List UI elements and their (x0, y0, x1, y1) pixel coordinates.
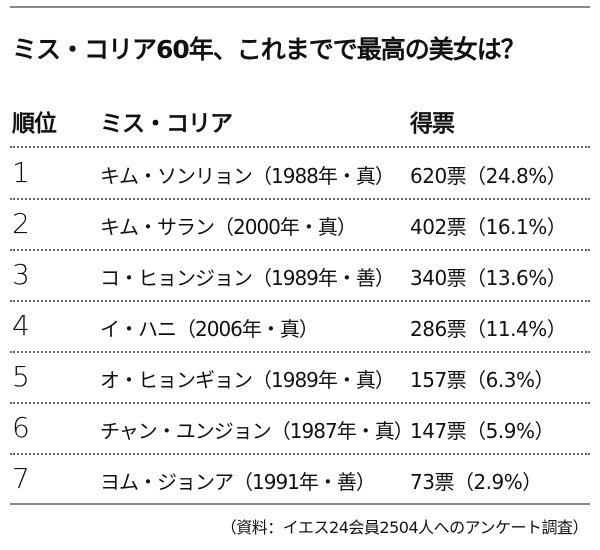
table-row: 3 コ・ヒョンジョン（1989年・善） 340票（13.6%） (0, 250, 600, 301)
name-cell: ヨム・ジョンア（1991年・善） (100, 470, 376, 494)
table-row: 2 キム・サラン（2000年・真） 402票（16.1%） (0, 199, 600, 250)
table-row: 6 チャン・ユンジョン（1987年・真） 147票（5.9%） (0, 403, 600, 454)
rank-cell: 2 (12, 207, 30, 240)
rank-cell: 1 (12, 156, 30, 189)
table-row: 4 イ・ハニ（2006年・真） 286票（11.4%） (0, 301, 600, 352)
rank-cell: 6 (12, 411, 30, 444)
row-divider (10, 402, 590, 404)
name-cell: キム・ソンリョン（1988年・真） (100, 164, 395, 188)
table-row: 5 オ・ヒョンギョン（1989年・真） 157票（6.3%） (0, 352, 600, 403)
page-title: ミス・コリア60年、これまでで最高の美女は？ (12, 35, 526, 64)
votes-cell: 73票（2.9%） (410, 470, 542, 494)
row-divider (10, 249, 590, 251)
header-divider (10, 146, 590, 148)
row-divider (10, 351, 590, 353)
rank-cell: 5 (12, 360, 30, 393)
votes-cell: 286票（11.4%） (410, 317, 567, 341)
votes-cell: 402票（16.1%） (410, 215, 567, 239)
name-cell: チャン・ユンジョン（1987年・真） (100, 419, 414, 443)
row-divider (10, 198, 590, 200)
row-divider (10, 453, 590, 455)
votes-cell: 147票（5.9%） (410, 419, 554, 443)
name-cell: コ・ヒョンジョン（1989年・善） (100, 266, 395, 290)
header-votes: 得票 (410, 111, 455, 137)
votes-cell: 157票（6.3%） (410, 368, 554, 392)
header-rank: 順位 (12, 111, 57, 137)
name-cell: キム・サラン（2000年・真） (100, 215, 357, 239)
rank-cell: 3 (12, 258, 30, 291)
votes-cell: 620票（24.8%） (410, 164, 567, 188)
name-cell: イ・ハニ（2006年・真） (100, 317, 319, 341)
bottom-rule (10, 503, 590, 505)
rank-cell: 4 (12, 309, 30, 342)
table-row: 1 キム・ソンリョン（1988年・真） 620票（24.8%） (0, 148, 600, 199)
top-rule (10, 6, 590, 8)
table-row: 7 ヨム・ジョンア（1991年・善） 73票（2.9%） (0, 454, 600, 505)
rank-cell: 7 (12, 462, 30, 495)
name-cell: オ・ヒョンギョン（1989年・真） (100, 368, 395, 392)
source-note: （資料：イエス24会員2504人へのアンケート調査） (220, 518, 589, 537)
votes-cell: 340票（13.6%） (410, 266, 567, 290)
header-name: ミス・コリア (100, 111, 233, 137)
row-divider (10, 300, 590, 302)
